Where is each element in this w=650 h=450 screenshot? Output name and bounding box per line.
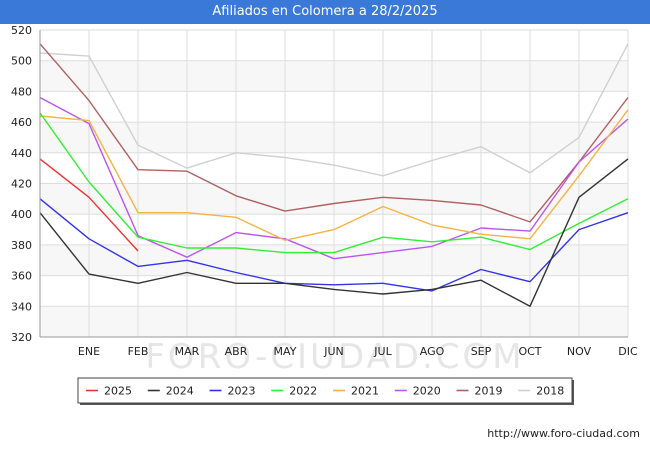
y-tick-label: 400: [11, 208, 32, 221]
x-tick-label: FEB: [128, 345, 149, 358]
legend-label: 2023: [228, 385, 256, 398]
legend-label: 2024: [166, 385, 194, 398]
legend-label: 2018: [536, 385, 564, 398]
legend-box: [77, 377, 573, 404]
series-line-2020: [39, 96, 629, 260]
legend-item-2021[interactable]: 2021: [333, 385, 379, 398]
y-axis-ticks: 320 340 360 380 400 420 440 460 480 500 520: [11, 24, 32, 344]
series-lines: [39, 43, 629, 307]
legend-label: 2021: [351, 385, 379, 398]
legend: 2025 2024 2023 2022 2021 2020 2019 2018: [77, 377, 574, 405]
x-tick-label: JUL: [373, 345, 392, 358]
x-tick-label: ABR: [225, 345, 248, 358]
series-line-2018: [39, 43, 629, 177]
y-tick-label: 520: [11, 24, 32, 37]
x-tick-label: MAR: [175, 345, 200, 358]
y-tick-label: 420: [11, 178, 32, 191]
series-line-2019: [39, 43, 629, 223]
x-tick-label: MAY: [274, 345, 297, 358]
axes: [39, 30, 628, 338]
legend-label: 2025: [104, 385, 132, 398]
legend-item-2024[interactable]: 2024: [147, 385, 194, 398]
x-axis-ticks: ENE FEB MAR ABR MAY JUN JUL AGO SEP OCT NOV DIC: [78, 345, 638, 358]
x-tick-label: OCT: [518, 345, 541, 358]
series-line-2021: [39, 109, 629, 242]
legend-item-2022[interactable]: 2022: [271, 385, 317, 398]
legend-label: 2019: [475, 385, 503, 398]
legend-item-2020[interactable]: 2020: [394, 385, 441, 398]
series-line-2023: [39, 198, 629, 292]
series-line-2024: [39, 158, 629, 307]
x-tick-label: AGO: [420, 345, 445, 358]
x-tick-label: ENE: [78, 345, 100, 358]
legend-item-2018[interactable]: 2018: [518, 385, 564, 398]
x-tick-label: JUN: [323, 345, 344, 358]
y-tick-label: 340: [11, 300, 32, 313]
line-chart: FORO-CIUDAD.COM 320 340 360 380 400 420 440 460…: [11, 24, 640, 440]
legend-label: 2020: [413, 385, 441, 398]
y-tick-label: 360: [11, 270, 32, 283]
legend-item-2025[interactable]: 2025: [86, 385, 132, 398]
y-tick-label: 380: [11, 239, 32, 252]
series-line-2022: [39, 112, 629, 254]
legend-label: 2022: [289, 385, 317, 398]
watermark: FORO-CIUDAD.COM: [145, 337, 524, 377]
y-tick-label: 320: [11, 331, 32, 344]
y-tick-label: 440: [11, 147, 32, 160]
x-tick-label: DIC: [618, 345, 638, 358]
y-tick-label: 480: [11, 85, 32, 98]
series-line-2025: [39, 158, 139, 252]
x-tick-label: NOV: [567, 345, 592, 358]
source-url[interactable]: http://www.foro-ciudad.com: [487, 427, 640, 440]
legend-item-2019[interactable]: 2019: [456, 385, 503, 398]
y-tick-label: 500: [11, 55, 32, 68]
chart-title: Afiliados en Colomera a 28/2/2025: [0, 0, 650, 24]
x-tick-label: SEP: [471, 345, 492, 358]
legend-item-2023[interactable]: 2023: [209, 385, 256, 398]
y-tick-label: 460: [11, 116, 32, 129]
